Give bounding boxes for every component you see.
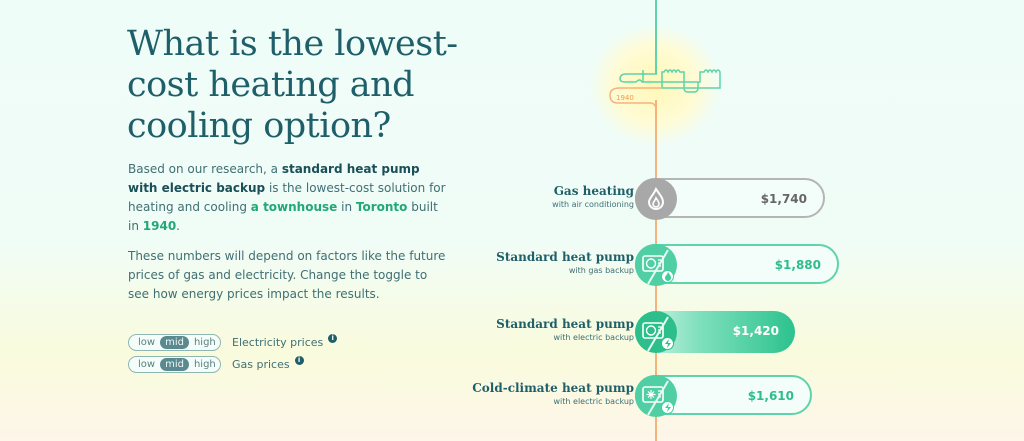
cost-value: $1,740	[760, 192, 807, 206]
gas-price-toggle-row: low mid high Gas prices i	[128, 356, 304, 373]
toggle-option-high[interactable]: high	[193, 337, 216, 348]
option-row-standard-heat-pump-electric-backup[interactable]: Standard heat pump with electric backup …	[0, 311, 1024, 353]
intro-text: .	[176, 219, 180, 233]
lightning-icon	[661, 401, 674, 414]
gas-price-label: Gas prices	[232, 358, 290, 371]
toggle-option-low[interactable]: low	[138, 359, 156, 370]
cost-value: $1,420	[732, 324, 779, 338]
year-link[interactable]: 1940	[142, 219, 177, 233]
gas-flame-icon	[635, 178, 677, 220]
home-type-link[interactable]: a townhouse	[250, 200, 338, 214]
note-paragraph: These numbers will depend on factors lik…	[128, 249, 446, 301]
option-name: Standard heat pump	[496, 250, 634, 264]
option-row-cold-climate-heat-pump[interactable]: Cold-climate heat pump with electric bac…	[0, 375, 1024, 417]
intro-text: in	[337, 200, 356, 214]
timeline-line-top	[655, 0, 657, 74]
option-row-standard-heat-pump-gas-backup[interactable]: Standard heat pump with gas backup $1,88…	[0, 244, 1024, 286]
house-outline-icon	[609, 69, 721, 110]
timeline-year-label: 1940	[616, 94, 634, 102]
option-subtitle: with electric backup	[553, 397, 634, 406]
page-title: What is the lowest-cost heating and cool…	[127, 24, 458, 146]
option-subtitle: with gas backup	[568, 266, 634, 275]
lightning-icon	[661, 337, 674, 350]
option-name: Gas heating	[553, 184, 634, 198]
toggle-option-mid[interactable]: mid	[160, 358, 189, 371]
option-label: Cold-climate heat pump with electric bac…	[472, 381, 634, 408]
option-subtitle: with electric backup	[553, 333, 634, 342]
electricity-price-label: Electricity prices	[232, 336, 324, 349]
option-subtitle: with air conditioning	[552, 200, 634, 209]
option-row-gas-heating[interactable]: Gas heating with air conditioning $1,740	[0, 178, 1024, 220]
intro-text: Based on our research, a	[128, 162, 282, 176]
electricity-price-toggle[interactable]: low mid high	[128, 334, 221, 351]
toggle-option-low[interactable]: low	[138, 337, 156, 348]
recommended-option: standard heat pump with electric backup	[128, 162, 420, 195]
option-label: Gas heating with air conditioning	[552, 184, 634, 211]
toggle-option-high[interactable]: high	[193, 359, 216, 370]
intro-paragraph: Based on our research, a standard heat p…	[128, 160, 448, 236]
info-icon[interactable]: i	[294, 356, 304, 365]
gas-flame-icon	[661, 270, 674, 283]
cost-value: $1,610	[747, 389, 794, 403]
intro-text: built in	[128, 200, 438, 233]
option-name: Cold-climate heat pump	[472, 381, 634, 395]
intro-text: is the lowest-cost solution for heating …	[128, 181, 446, 214]
cost-value: $1,880	[774, 258, 821, 272]
city-link[interactable]: Toronto	[355, 200, 408, 214]
electricity-price-toggle-row: low mid high Electricity prices i	[128, 334, 338, 351]
toggle-option-mid[interactable]: mid	[160, 336, 189, 349]
option-label: Standard heat pump with gas backup	[496, 250, 634, 277]
option-name: Standard heat pump	[496, 317, 634, 331]
gas-price-toggle[interactable]: low mid high	[128, 356, 221, 373]
option-label: Standard heat pump with electric backup	[496, 317, 634, 344]
info-icon[interactable]: i	[328, 334, 338, 343]
